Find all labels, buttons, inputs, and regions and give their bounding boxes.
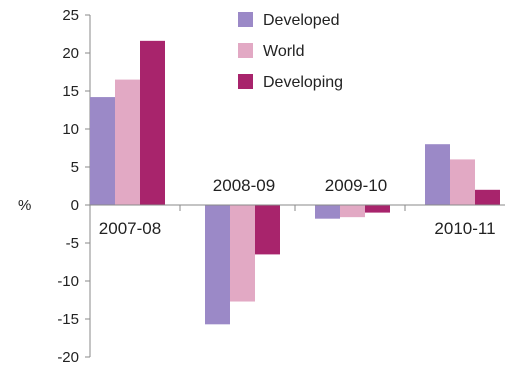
category-label: 2008-09: [213, 176, 275, 195]
bar-world-2009-10: [340, 205, 365, 218]
y-tick-label: 20: [62, 45, 79, 62]
category-labels: 2007-08 2008-09 2009-10 2010-11: [99, 176, 496, 238]
y-tick-label: 0: [71, 197, 79, 214]
y-axis: 25 20 15 10 5 0 -5 -10 -15 -20: [57, 7, 91, 366]
y-tick-label: 10: [62, 121, 79, 138]
y-tick-label: 15: [62, 83, 79, 100]
y-axis-label: %: [18, 197, 31, 214]
legend-label: Developed: [263, 12, 340, 29]
bar-world-2008-09: [230, 205, 255, 302]
category-label: 2009-10: [325, 176, 387, 195]
bar-developing-2007-08: [140, 40, 165, 206]
y-tick-label: 25: [62, 7, 79, 24]
bar-developed-2008-09: [205, 205, 230, 325]
category-label: 2007-08: [99, 219, 161, 238]
bar-developing-2010-11: [475, 189, 500, 205]
bar-developed-2009-10: [315, 205, 340, 219]
bar-developing-2008-09: [255, 205, 280, 255]
legend-label: World: [263, 43, 305, 60]
bar-developed-2010-11: [425, 144, 450, 205]
legend-swatch: [238, 74, 253, 89]
y-tick-label: -10: [57, 273, 79, 290]
legend-swatch: [238, 12, 253, 27]
legend: Developed World Developing: [238, 12, 343, 91]
bar-developing-2009-10: [365, 205, 390, 213]
bar-developed-2007-08: [90, 97, 115, 205]
legend-swatch: [238, 43, 253, 58]
bars: [90, 40, 500, 325]
y-tick-label: -5: [66, 235, 79, 252]
category-label: 2010-11: [434, 219, 495, 238]
zero-axis: [90, 204, 505, 211]
legend-label: Developing: [263, 74, 343, 91]
bar-world-2010-11: [450, 159, 475, 205]
y-tick-label: -15: [57, 311, 79, 328]
y-tick-label: -20: [57, 349, 79, 366]
bar-world-2007-08: [115, 79, 140, 205]
y-tick-label: 5: [71, 159, 79, 176]
